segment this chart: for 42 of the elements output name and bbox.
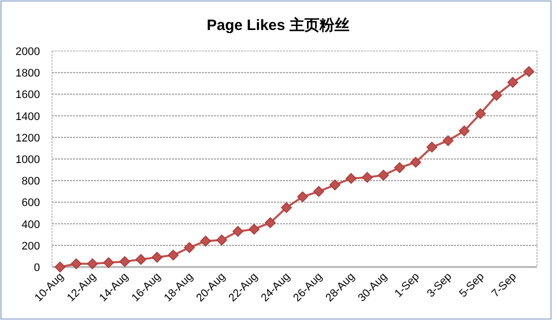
point bbox=[54, 262, 66, 272]
point bbox=[442, 135, 454, 146]
y-tick-label: 1800 bbox=[16, 68, 40, 80]
point bbox=[410, 156, 422, 168]
point bbox=[475, 108, 486, 120]
point bbox=[346, 173, 356, 184]
point bbox=[378, 170, 389, 181]
point bbox=[281, 202, 292, 213]
point bbox=[248, 224, 260, 235]
y-tick-label: 600 bbox=[22, 197, 40, 210]
y-tick-label: 1400 bbox=[16, 110, 40, 123]
point bbox=[152, 252, 162, 263]
point bbox=[103, 257, 114, 268]
point bbox=[232, 226, 244, 237]
point bbox=[184, 242, 195, 253]
point bbox=[507, 76, 518, 88]
point bbox=[200, 236, 211, 246]
y-tick-label: 2000 bbox=[16, 46, 40, 58]
point bbox=[216, 234, 228, 246]
point bbox=[70, 258, 82, 270]
point bbox=[297, 191, 308, 202]
point bbox=[394, 162, 405, 174]
point bbox=[119, 256, 130, 267]
point bbox=[330, 180, 340, 190]
y-tick-label: 1600 bbox=[16, 89, 40, 102]
y-tick-label: 200 bbox=[22, 240, 40, 252]
y-tick-label: 800 bbox=[22, 176, 40, 188]
point bbox=[458, 126, 470, 136]
point bbox=[426, 142, 438, 153]
point bbox=[264, 217, 276, 228]
y-tick-label: 400 bbox=[22, 218, 40, 231]
point bbox=[524, 66, 534, 77]
point bbox=[491, 90, 502, 101]
point bbox=[87, 258, 98, 270]
point bbox=[313, 186, 324, 197]
chart-title: Page Likes 主页粉丝 bbox=[206, 16, 350, 34]
y-tick-label: 0 bbox=[34, 262, 40, 274]
y-tick-label: 1200 bbox=[16, 132, 40, 144]
point bbox=[136, 254, 146, 265]
point bbox=[362, 172, 373, 183]
point bbox=[168, 250, 179, 261]
y-tick-label: 1000 bbox=[16, 154, 40, 166]
